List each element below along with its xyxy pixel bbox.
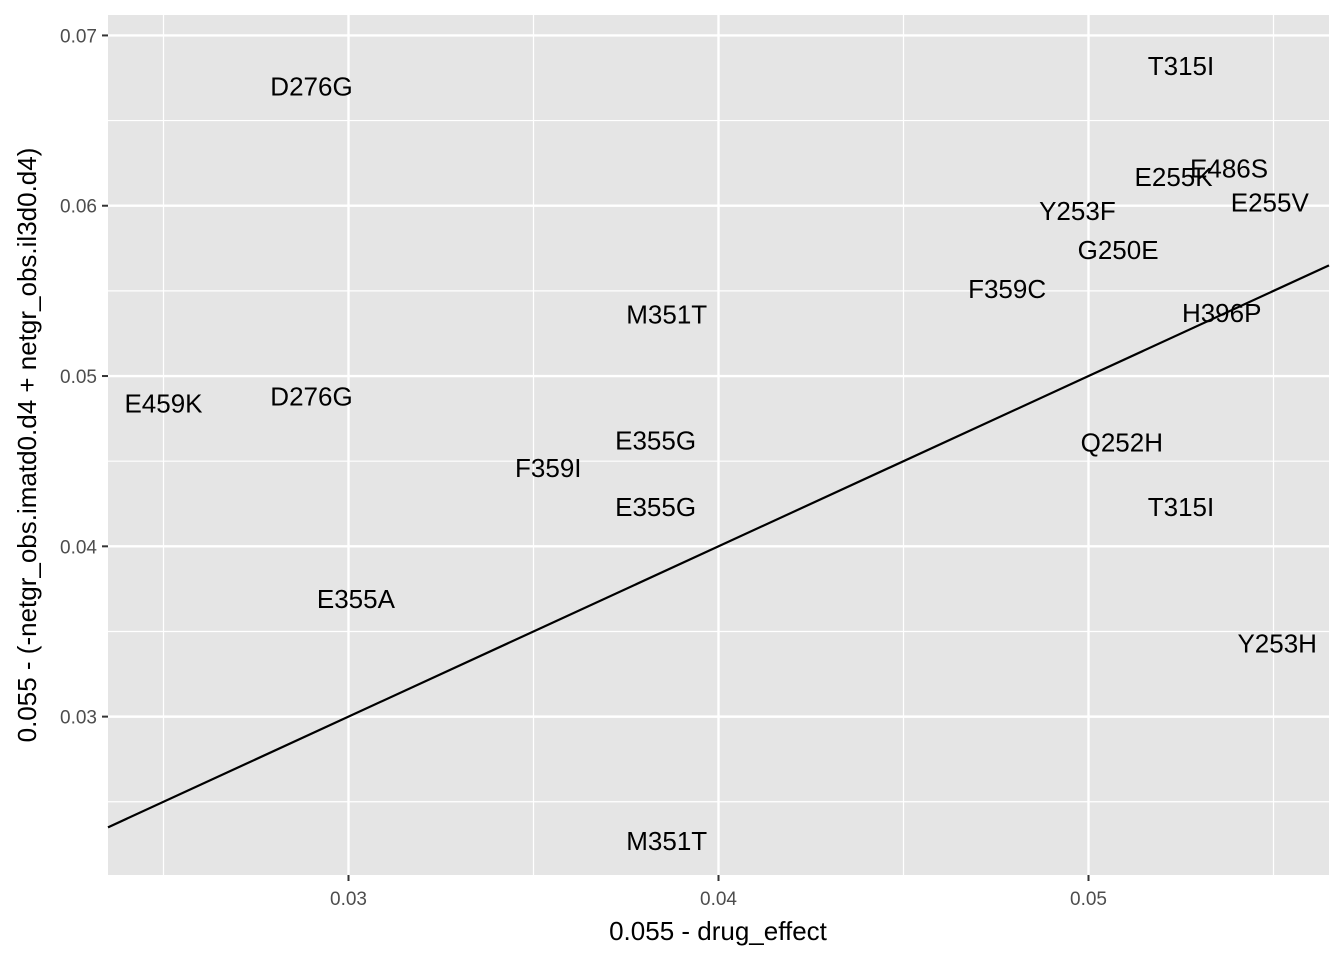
point-label: E486S [1190,153,1268,183]
point-label: F359C [968,274,1046,304]
point-label: F359I [515,453,582,483]
x-axis-title: 0.055 - drug_effect [609,916,828,946]
y-tick-label: 0.06 [60,197,97,218]
point-label: Y253H [1237,628,1317,658]
y-tick-label: 0.07 [60,26,97,47]
x-tick-label: 0.04 [700,889,737,910]
point-label: E355A [317,584,396,614]
x-axis: 0.03 0.04 0.05 [330,875,1107,910]
x-tick-label: 0.05 [1070,889,1107,910]
point-label: T315I [1148,51,1215,81]
reference-line [107,264,1330,829]
point-label: D276G [270,72,352,102]
point-label: M351T [626,300,707,330]
reference-line-group [107,264,1330,829]
x-tick-label: 0.03 [330,889,367,910]
point-label: E459K [124,388,203,418]
point-label: Y253F [1039,196,1116,226]
point-label: M351T [626,826,707,856]
point-label: E255V [1231,187,1310,217]
point-label: Q252H [1081,427,1163,457]
point-label: E355G [615,492,696,522]
point-label: H396P [1182,298,1262,328]
y-tick-label: 0.03 [60,708,97,729]
point-label: T315I [1148,492,1215,522]
point-label: D276G [270,381,352,411]
y-axis: 0.03 0.04 0.05 0.06 0.07 [60,26,108,729]
y-tick-label: 0.04 [60,537,97,558]
point-label: E355G [615,426,696,456]
y-tick-label: 0.05 [60,367,97,388]
point-label: G250E [1078,235,1159,265]
point-label: E255K [1135,162,1214,192]
y-axis-title: 0.055 - (-netgr_obs.imatd0.d4 + netgr_ob… [12,148,42,743]
